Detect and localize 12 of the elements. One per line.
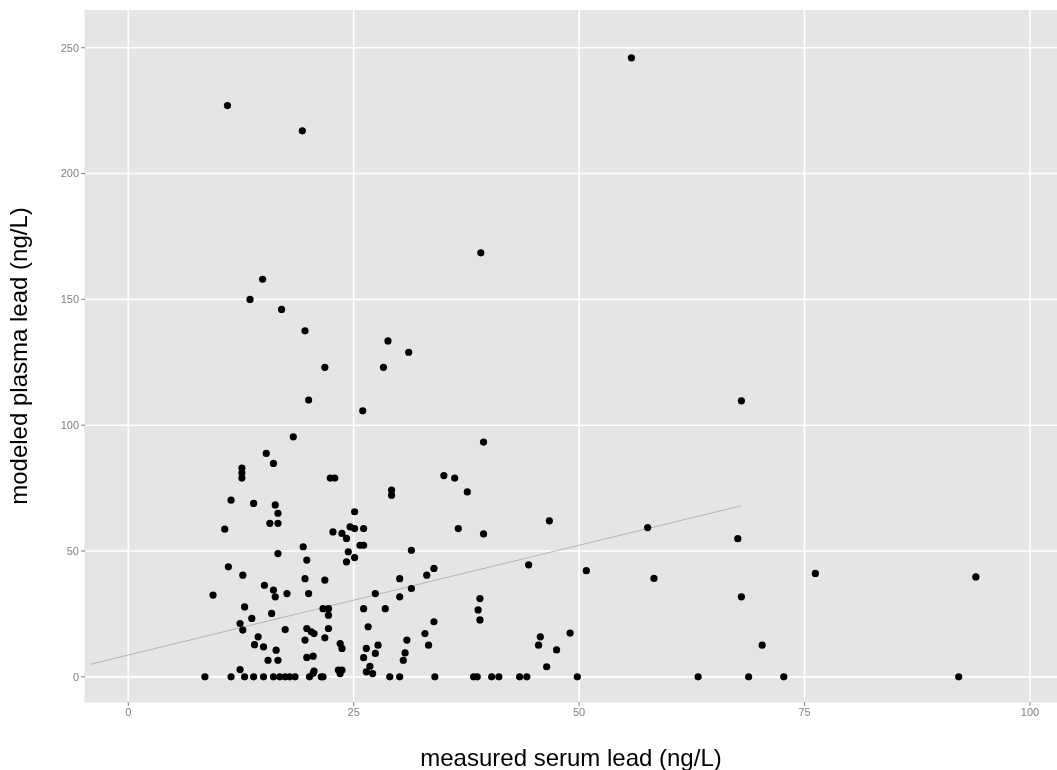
- x-tick-label: 75: [798, 705, 811, 718]
- x-tick-label: 50: [572, 705, 586, 718]
- y-tick-label: 250: [60, 41, 79, 54]
- x-tick-label: 25: [347, 705, 360, 718]
- y-tick-label: 200: [60, 167, 79, 180]
- x-tick-label: 0: [125, 705, 132, 718]
- x-tick-label: 100: [1020, 705, 1040, 718]
- y-tick-label: 150: [60, 293, 79, 306]
- y-tick-label: 50: [66, 544, 79, 557]
- y-tick-label: 0: [72, 670, 79, 683]
- y-tick-label: 100: [60, 419, 79, 432]
- y-axis-title: modeled plasma lead (ng/L): [4, 207, 32, 505]
